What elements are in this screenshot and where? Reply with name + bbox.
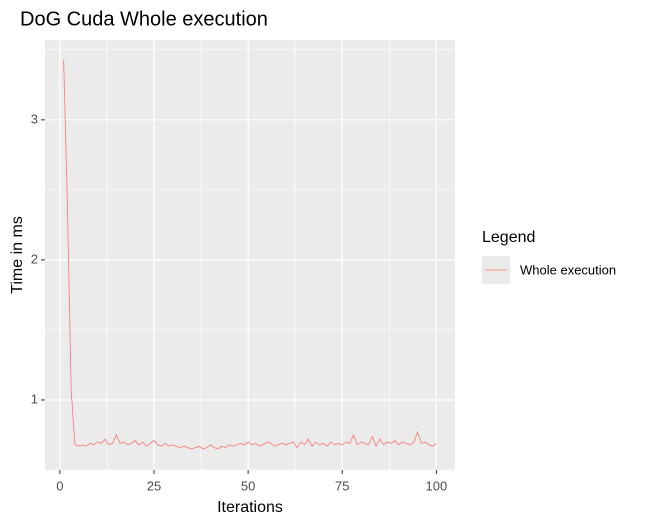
y-tick-label: 1 bbox=[31, 391, 38, 406]
line bbox=[63, 59, 437, 450]
x-tick-label: 100 bbox=[426, 478, 448, 493]
y-axis-label: Time in ms bbox=[9, 216, 26, 294]
legend-title: Legend bbox=[482, 229, 535, 246]
legend-label: Whole execution bbox=[520, 262, 616, 277]
plot-panel bbox=[45, 40, 455, 470]
x-tick-label: 75 bbox=[335, 478, 349, 493]
y-tick-label: 3 bbox=[31, 111, 38, 126]
x-axis-label: Iterations bbox=[217, 499, 283, 516]
x-tick-label: 50 bbox=[241, 478, 255, 493]
y-tick-label: 2 bbox=[31, 251, 38, 266]
chart-title: DoG Cuda Whole execution bbox=[20, 8, 268, 30]
x-tick-label: 0 bbox=[56, 478, 63, 493]
x-tick-label: 25 bbox=[147, 478, 161, 493]
